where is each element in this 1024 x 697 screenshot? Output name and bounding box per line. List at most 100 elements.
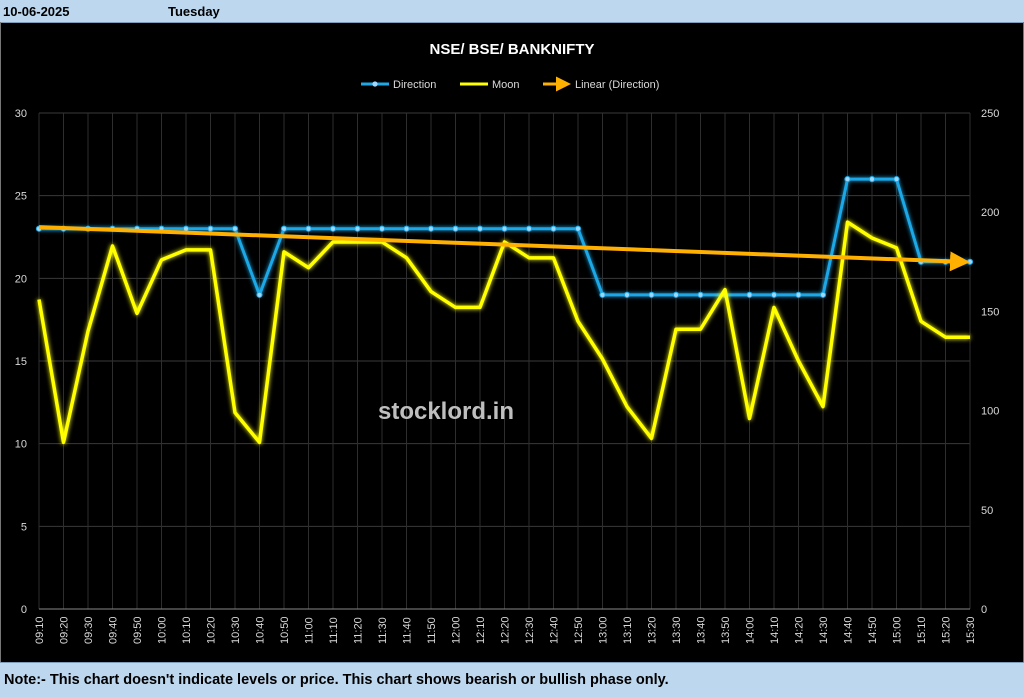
x-tick-label: 11:20 [353, 617, 365, 644]
x-tick-label: 14:10 [769, 616, 781, 644]
direction-point [819, 291, 827, 298]
direction-point [231, 225, 239, 232]
watermark: stocklord.in [378, 398, 514, 425]
x-tick-label: 14:50 [867, 616, 879, 644]
x-tick-label: 15:30 [965, 616, 977, 644]
footer-note-bar: Note:- This chart doesn't indicate level… [0, 662, 1024, 697]
legend-label: Direction [393, 79, 436, 91]
legend-marker [372, 81, 378, 87]
x-tick-label: 09:10 [34, 616, 46, 644]
y-left-tick-label: 5 [21, 521, 27, 533]
x-tick-label: 10:50 [279, 616, 291, 644]
direction-point [378, 225, 386, 232]
x-tick-label: 11:30 [377, 617, 389, 644]
series-line-moon [37, 220, 970, 445]
x-tick-label: 11:00 [304, 617, 316, 644]
x-tick-label: 14:30 [818, 616, 830, 644]
x-tick-label: 15:10 [916, 616, 928, 644]
direction-point [746, 291, 753, 298]
direction-point [207, 225, 214, 232]
direction-point [501, 225, 508, 232]
y-right-tick-label: 0 [981, 604, 987, 616]
x-tick-label: 13:10 [622, 616, 634, 644]
header-bar: 10-06-2025 Tuesday [0, 0, 1024, 23]
x-tick-label: 12:40 [549, 616, 561, 644]
x-tick-label: 12:30 [524, 616, 536, 644]
direction-point [354, 225, 361, 232]
chart-title: NSE/ BSE/ BANKNIFTY [429, 41, 594, 58]
x-tick-label: 09:40 [108, 616, 120, 644]
y-left-tick-label: 30 [15, 108, 27, 120]
x-tick-label: 15:00 [892, 616, 904, 644]
x-tick-label: 13:20 [647, 616, 659, 644]
direction-point [329, 225, 337, 232]
y-right-tick-label: 200 [981, 207, 999, 219]
line-chart: NSE/ BSE/ BANKNIFTY Direction Moon Linear … [15, 41, 1000, 644]
x-tick-label: 09:30 [83, 616, 95, 644]
direction-point [476, 225, 484, 232]
x-tick-label: 11:50 [426, 617, 438, 644]
x-tick-label: 13:40 [696, 616, 708, 644]
direction-point [966, 258, 974, 265]
direction-point [550, 225, 557, 232]
x-tick-label: 10:00 [157, 616, 169, 644]
legend-item: Moon [460, 79, 520, 91]
x-tick-label: 15:20 [941, 616, 953, 644]
y-left-tick-label: 20 [15, 273, 27, 285]
trendline-direction [38, 225, 970, 272]
direction-point [280, 225, 288, 232]
chart-legend: Direction Moon Linear (Direction) [361, 76, 659, 92]
x-tick-label: 14:00 [745, 616, 757, 644]
y-right-tick-label: 100 [981, 406, 999, 418]
legend-label: Moon [492, 79, 520, 91]
y-left-tick-label: 15 [15, 356, 27, 368]
x-axis: 09:10 09:20 09:30 09:40 09:50 10:00 10:10 10:20… [34, 616, 977, 644]
chart-grid [38, 112, 971, 610]
x-tick-label: 13:50 [720, 616, 732, 644]
x-tick-label: 09:20 [59, 616, 71, 644]
direction-point [599, 291, 606, 298]
direction-point [697, 291, 704, 298]
x-tick-label: 09:50 [132, 616, 144, 644]
direction-point [256, 291, 263, 298]
x-tick-label: 14:40 [843, 616, 855, 644]
direction-point [672, 291, 680, 298]
direction-point [525, 225, 533, 232]
y-right-tick-label: 50 [981, 505, 993, 517]
y-right-tick-label: 150 [981, 306, 999, 318]
legend-item: Linear (Direction) [543, 76, 659, 92]
legend-item: Direction [361, 79, 436, 91]
x-tick-label: 10:20 [206, 616, 218, 644]
direction-point [623, 291, 631, 298]
chart-area: NSE/ BSE/ BANKNIFTY Direction Moon Linear … [0, 22, 1024, 662]
x-tick-label: 13:00 [598, 616, 610, 644]
x-tick-label: 11:40 [402, 617, 414, 644]
x-tick-label: 12:20 [500, 616, 512, 644]
direction-point [844, 176, 851, 183]
direction-point [770, 291, 778, 298]
direction-point [427, 225, 435, 232]
direction-point [403, 225, 410, 232]
x-tick-label: 12:10 [475, 616, 487, 644]
y-left-tick-label: 0 [21, 604, 27, 616]
date-label: 10-06-2025 [3, 4, 70, 19]
y-axis-right: 0 50 100 150 200 250 [981, 108, 999, 616]
direction-point [795, 291, 802, 298]
x-tick-label: 13:30 [671, 616, 683, 644]
y-left-tick-label: 25 [15, 191, 27, 203]
x-tick-label: 12:00 [451, 616, 463, 644]
x-tick-label: 14:20 [794, 616, 806, 644]
y-left-tick-label: 10 [15, 439, 27, 451]
direction-point [452, 225, 459, 232]
footer-note: Note:- This chart doesn't indicate level… [4, 672, 669, 688]
direction-point [868, 176, 876, 183]
chart-series [35, 176, 974, 445]
direction-point [648, 291, 655, 298]
x-tick-label: 11:10 [328, 617, 340, 644]
x-tick-label: 10:10 [181, 616, 193, 644]
direction-point [893, 176, 900, 183]
x-tick-label: 12:50 [573, 616, 585, 644]
x-tick-label: 10:40 [255, 616, 267, 644]
day-label: Tuesday [168, 4, 220, 19]
y-right-tick-label: 250 [981, 108, 999, 120]
